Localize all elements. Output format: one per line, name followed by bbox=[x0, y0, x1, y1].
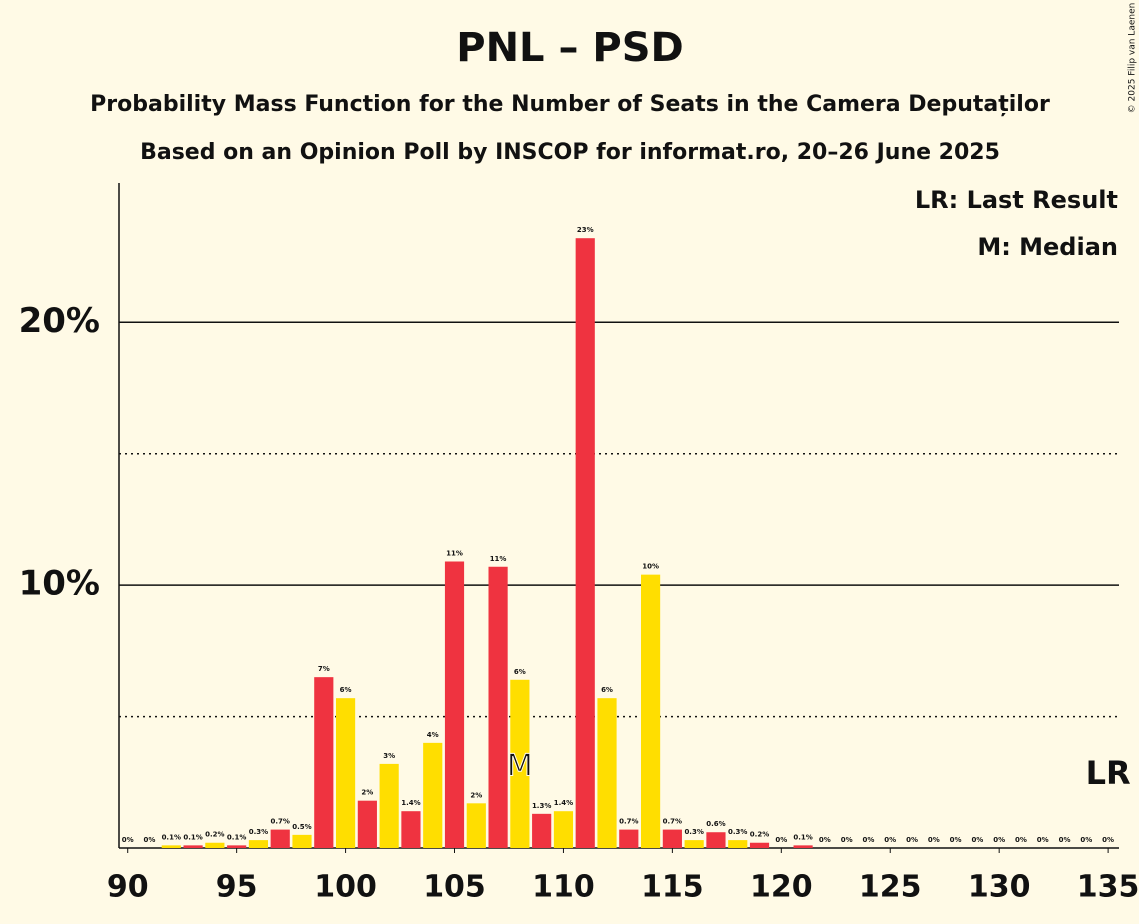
value-label: 0.2% bbox=[750, 831, 769, 839]
x-tick-label: 105 bbox=[423, 870, 486, 905]
value-label: 3% bbox=[383, 752, 395, 760]
x-tick-label: 130 bbox=[968, 870, 1031, 905]
value-label: 0.7% bbox=[619, 818, 638, 826]
value-label: 2% bbox=[361, 789, 373, 797]
value-label: 6% bbox=[601, 686, 613, 694]
y-tick-label: 10% bbox=[19, 564, 100, 604]
value-label: 11% bbox=[490, 555, 507, 563]
bar bbox=[227, 845, 247, 848]
x-tick-label: 90 bbox=[107, 870, 149, 905]
value-label: 0% bbox=[122, 836, 134, 844]
value-label: 0.7% bbox=[663, 818, 682, 826]
x-tick-label: 100 bbox=[314, 870, 377, 905]
value-label: 0% bbox=[906, 836, 918, 844]
value-label: 0% bbox=[971, 836, 983, 844]
value-label: 0.7% bbox=[271, 818, 290, 826]
bar bbox=[357, 800, 377, 848]
value-label: 0.3% bbox=[728, 828, 747, 836]
x-tick-label: 125 bbox=[859, 870, 922, 905]
value-label: 0% bbox=[144, 836, 156, 844]
bar bbox=[205, 842, 225, 848]
bar bbox=[423, 742, 443, 848]
bar bbox=[532, 813, 552, 848]
median-marker: M bbox=[507, 749, 533, 784]
value-label: 0% bbox=[928, 836, 940, 844]
value-label: 0% bbox=[1015, 836, 1027, 844]
bar bbox=[161, 845, 181, 848]
x-tick-label: 135 bbox=[1077, 870, 1139, 905]
bar bbox=[749, 842, 770, 848]
value-label: 0.3% bbox=[249, 828, 268, 836]
value-label: 6% bbox=[340, 686, 352, 694]
bar bbox=[314, 677, 334, 848]
value-label: 0.1% bbox=[793, 833, 812, 841]
value-label: 0% bbox=[884, 836, 896, 844]
value-label: 23% bbox=[577, 226, 594, 234]
bar bbox=[575, 238, 595, 848]
y-tick-label: 20% bbox=[19, 301, 100, 341]
value-label: 10% bbox=[642, 563, 659, 571]
value-label: 0% bbox=[1080, 836, 1092, 844]
chart-title: PNL – PSD bbox=[456, 25, 683, 71]
value-label: 1.3% bbox=[532, 802, 551, 810]
value-label: 0% bbox=[1037, 836, 1049, 844]
bar bbox=[183, 845, 203, 848]
value-label: 0% bbox=[819, 836, 831, 844]
bar bbox=[401, 811, 421, 848]
value-label: 0.1% bbox=[162, 833, 181, 841]
value-label: 0.5% bbox=[292, 823, 311, 831]
bar bbox=[793, 845, 813, 848]
value-label: 7% bbox=[318, 665, 330, 673]
value-label: 1.4% bbox=[401, 799, 420, 807]
chart-subtitle: Probability Mass Function for the Number… bbox=[90, 92, 1050, 117]
bar bbox=[684, 840, 704, 848]
value-label: 0% bbox=[775, 836, 787, 844]
value-label: 0% bbox=[950, 836, 962, 844]
value-label: 11% bbox=[446, 549, 463, 557]
value-label: 2% bbox=[470, 791, 482, 799]
value-label: 0% bbox=[863, 836, 875, 844]
value-label: 1.4% bbox=[554, 799, 573, 807]
legend-entry: LR: Last Result bbox=[915, 186, 1118, 214]
bar bbox=[553, 811, 574, 848]
last-result-marker: LR bbox=[1086, 754, 1131, 792]
x-tick-label: 95 bbox=[216, 870, 258, 905]
value-label: 0% bbox=[993, 836, 1005, 844]
bar bbox=[728, 840, 748, 848]
bar bbox=[335, 698, 356, 848]
value-label: 6% bbox=[514, 668, 526, 676]
bar bbox=[248, 840, 269, 848]
x-tick-label: 110 bbox=[532, 870, 595, 905]
x-tick-label: 115 bbox=[641, 870, 704, 905]
x-tick-label: 120 bbox=[750, 870, 813, 905]
value-label: 0% bbox=[1102, 836, 1114, 844]
legend-entry: M: Median bbox=[977, 233, 1118, 261]
chart-subtitle: Based on an Opinion Poll by INSCOP for i… bbox=[140, 140, 1000, 165]
bar bbox=[706, 832, 726, 848]
value-label: 0.2% bbox=[205, 831, 224, 839]
bar bbox=[597, 698, 617, 848]
bar bbox=[292, 834, 312, 848]
bar bbox=[641, 574, 661, 848]
bar bbox=[466, 803, 486, 848]
value-label: 0% bbox=[1059, 836, 1071, 844]
bar bbox=[379, 763, 399, 848]
bar bbox=[444, 561, 465, 848]
value-label: 0% bbox=[841, 836, 853, 844]
bar bbox=[662, 829, 682, 848]
bar bbox=[488, 566, 508, 848]
value-label: 0.1% bbox=[183, 833, 202, 841]
value-label: 0.6% bbox=[706, 820, 725, 828]
bar bbox=[270, 829, 290, 848]
bar bbox=[619, 829, 639, 848]
value-label: 0.3% bbox=[684, 828, 703, 836]
bar bbox=[510, 679, 530, 848]
value-label: 4% bbox=[427, 731, 439, 739]
value-label: 0.1% bbox=[227, 833, 246, 841]
copyright: © 2025 Filip van Laenen bbox=[1128, 3, 1138, 114]
